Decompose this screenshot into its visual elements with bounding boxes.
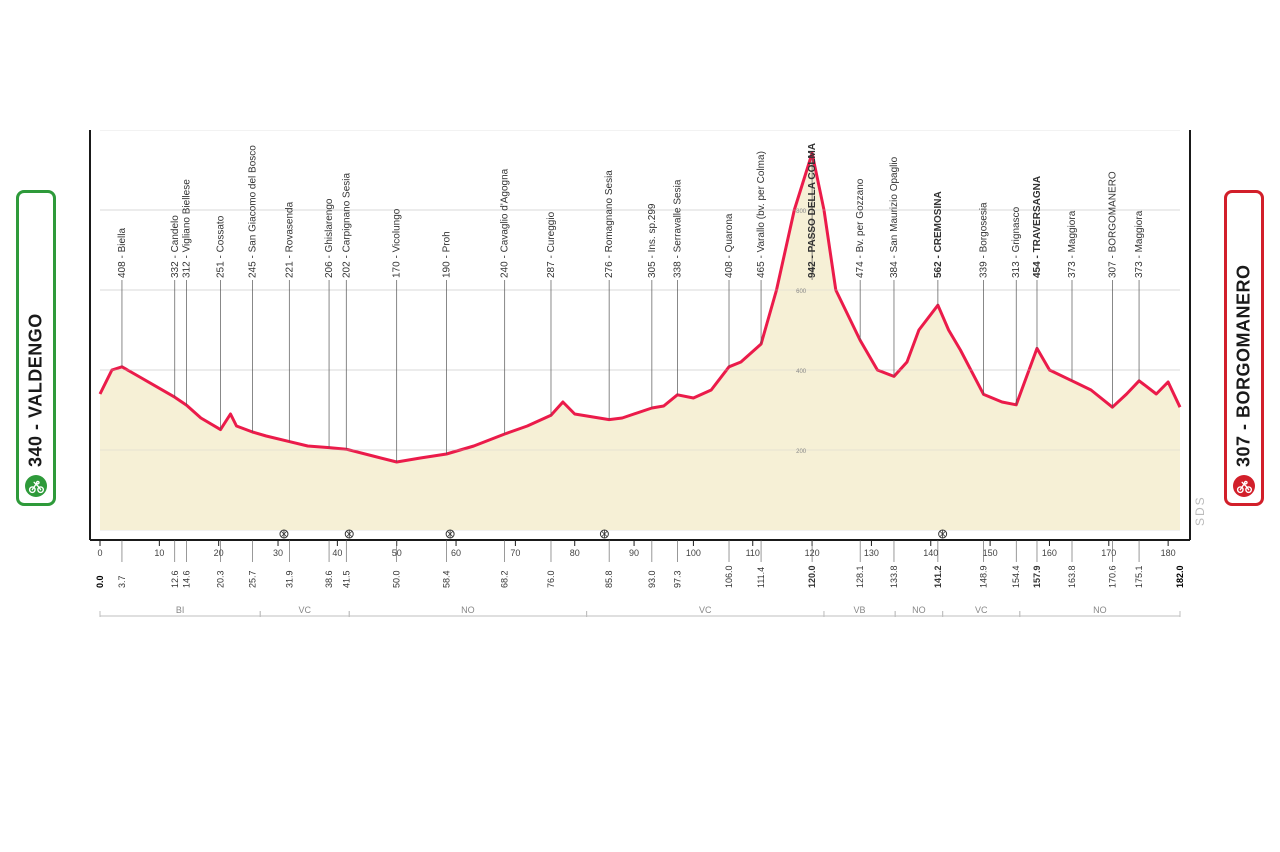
svg-text:85.8: 85.8	[604, 570, 614, 588]
svg-text:38.6: 38.6	[324, 570, 334, 588]
svg-text:VB: VB	[854, 605, 866, 615]
svg-text:41.5: 41.5	[341, 570, 351, 588]
svg-text:133.8: 133.8	[889, 565, 899, 588]
svg-text:157.9: 157.9	[1032, 565, 1042, 588]
svg-text:339 - Borgosesia: 339 - Borgosesia	[979, 202, 990, 278]
svg-text:SDS: SDS	[1193, 495, 1207, 526]
svg-text:170 - Vicolungo: 170 - Vicolungo	[392, 208, 403, 278]
svg-text:106.0: 106.0	[724, 565, 734, 588]
svg-text:170: 170	[1101, 548, 1116, 558]
svg-text:190 - Proh: 190 - Proh	[442, 231, 453, 278]
svg-text:120.0: 120.0	[807, 565, 817, 588]
svg-text:175.1: 175.1	[1134, 565, 1144, 588]
svg-text:30: 30	[273, 548, 283, 558]
elevation-profile-chart: 2004006008000102030405060708090100110120…	[60, 130, 1220, 690]
svg-text:160: 160	[1042, 548, 1057, 558]
svg-text:14.6: 14.6	[182, 570, 192, 588]
svg-text:25.7: 25.7	[248, 570, 258, 588]
svg-text:800: 800	[796, 209, 807, 215]
svg-text:110: 110	[746, 548, 760, 558]
svg-text:150: 150	[983, 548, 998, 558]
svg-text:12.6: 12.6	[170, 570, 180, 588]
svg-text:384 - San Maurizio Opaglio: 384 - San Maurizio Opaglio	[889, 156, 900, 278]
svg-text:163.8: 163.8	[1067, 565, 1077, 588]
svg-text:76.0: 76.0	[546, 570, 556, 588]
svg-text:0: 0	[97, 548, 102, 558]
svg-text:20: 20	[214, 548, 224, 558]
svg-text:408 - Biella: 408 - Biella	[117, 228, 128, 278]
svg-text:307 - BORGOMANERO: 307 - BORGOMANERO	[1107, 171, 1118, 278]
svg-text:338 - Serravalle Sesia: 338 - Serravalle Sesia	[672, 179, 683, 278]
svg-text:154.4: 154.4	[1011, 565, 1021, 588]
cyclist-icon	[1233, 475, 1255, 497]
svg-text:251 - Cossato: 251 - Cossato	[215, 215, 226, 278]
start-location-box: 340 - VALDENGO	[16, 190, 56, 506]
svg-text:128.1: 128.1	[855, 565, 865, 588]
svg-text:287 - Cureggio: 287 - Cureggio	[546, 211, 557, 278]
finish-location-box: 307 - BORGOMANERO	[1224, 190, 1264, 506]
finish-location-label: 307 - BORGOMANERO	[1234, 264, 1255, 467]
svg-text:90: 90	[629, 548, 639, 558]
svg-text:408 - Quarona: 408 - Quarona	[724, 213, 735, 278]
svg-text:180: 180	[1161, 548, 1176, 558]
svg-text:130: 130	[864, 548, 879, 558]
svg-text:50.0: 50.0	[392, 570, 402, 588]
svg-text:221 - Rovasenda: 221 - Rovasenda	[284, 201, 295, 278]
svg-text:454 - TRAVERSAGNA: 454 - TRAVERSAGNA	[1032, 176, 1043, 278]
svg-text:10: 10	[154, 548, 164, 558]
svg-text:3.7: 3.7	[117, 575, 127, 588]
svg-text:0.0: 0.0	[95, 575, 105, 588]
svg-text:NO: NO	[912, 605, 926, 615]
svg-text:97.3: 97.3	[672, 570, 682, 588]
svg-text:474 - Bv. per Gozzano: 474 - Bv. per Gozzano	[855, 178, 866, 278]
svg-text:465 - Varallo (bv. per Colma): 465 - Varallo (bv. per Colma)	[756, 151, 767, 278]
svg-text:562 - CREMOSINA: 562 - CREMOSINA	[933, 191, 944, 278]
svg-text:400: 400	[796, 369, 807, 375]
svg-text:332 - Candelo: 332 - Candelo	[170, 215, 181, 278]
svg-text:VC: VC	[699, 605, 712, 615]
svg-text:93.0: 93.0	[647, 570, 657, 588]
svg-text:140: 140	[923, 548, 938, 558]
svg-text:240 - Cavaglio d'Agogna: 240 - Cavaglio d'Agogna	[500, 168, 511, 278]
start-location-label: 340 - VALDENGO	[26, 313, 47, 467]
svg-text:111.4: 111.4	[756, 567, 766, 588]
svg-text:313 - Grignasco: 313 - Grignasco	[1011, 206, 1022, 278]
svg-text:68.2: 68.2	[500, 570, 510, 588]
svg-text:245 - San Giacomo del Bosco: 245 - San Giacomo del Bosco	[248, 145, 259, 278]
svg-text:182.0: 182.0	[1175, 565, 1185, 588]
svg-text:206 - Ghislarengo: 206 - Ghislarengo	[324, 198, 335, 278]
svg-text:373 - Maggiora: 373 - Maggiora	[1134, 210, 1145, 278]
svg-text:100: 100	[686, 548, 701, 558]
svg-text:600: 600	[796, 289, 807, 295]
svg-text:BI: BI	[176, 605, 185, 615]
svg-text:VC: VC	[298, 605, 311, 615]
svg-text:31.9: 31.9	[284, 570, 294, 588]
svg-text:70: 70	[510, 548, 520, 558]
svg-text:58.4: 58.4	[442, 570, 452, 588]
svg-text:373 - Maggiora: 373 - Maggiora	[1067, 210, 1078, 278]
svg-text:942 - PASSO DELLA COLMA: 942 - PASSO DELLA COLMA	[807, 143, 818, 278]
svg-text:NO: NO	[461, 605, 475, 615]
svg-text:148.9: 148.9	[979, 565, 989, 588]
svg-text:202 - Carpignano Sesia: 202 - Carpignano Sesia	[341, 172, 352, 278]
svg-text:80: 80	[570, 548, 580, 558]
svg-text:200: 200	[796, 449, 807, 455]
svg-text:312 - Vigliano Biellese: 312 - Vigliano Biellese	[182, 179, 193, 278]
svg-text:20.3: 20.3	[215, 570, 225, 588]
svg-text:305 - Ins. sp.299: 305 - Ins. sp.299	[647, 203, 658, 278]
cyclist-icon	[25, 475, 47, 497]
svg-text:NO: NO	[1093, 605, 1107, 615]
svg-text:VC: VC	[975, 605, 988, 615]
svg-text:141.2: 141.2	[933, 565, 943, 588]
svg-text:170.6: 170.6	[1107, 565, 1117, 588]
svg-text:276 - Romagnano Sesia: 276 - Romagnano Sesia	[604, 170, 615, 278]
svg-text:60: 60	[451, 548, 461, 558]
svg-text:40: 40	[332, 548, 342, 558]
